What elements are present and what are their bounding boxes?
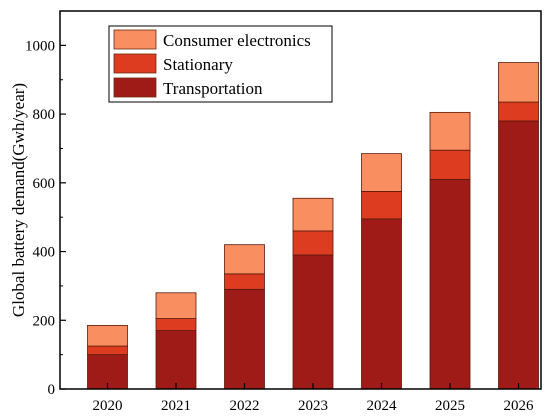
bar-consumer-electronics-2020 <box>87 325 128 347</box>
x-axis: 2020 2021 2022 2023 2024 2025 2026 <box>93 383 535 414</box>
x-tick-label: 2023 <box>298 398 328 414</box>
bar-transportation-2024 <box>361 218 402 390</box>
y-axis: 0 200 400 600 800 1000 <box>25 38 66 398</box>
y-tick-label: 800 <box>33 107 56 123</box>
y-tick-label: 600 <box>33 176 56 192</box>
bar-transportation-2023 <box>292 254 334 390</box>
bar-stationary-2024 <box>361 191 402 220</box>
legend-label-stationary: Stationary <box>163 55 233 74</box>
bar-consumer-electronics-2023 <box>292 197 334 232</box>
y-tick-label: 1000 <box>25 38 55 54</box>
bar-transportation-2026 <box>498 120 539 390</box>
x-tick-label: 2024 <box>367 398 398 414</box>
bars-layer <box>87 62 539 390</box>
bar-consumer-electronics-2021 <box>155 292 197 319</box>
y-tick-label: 0 <box>48 382 56 398</box>
x-tick-label: 2022 <box>230 398 260 414</box>
y-tick-label: 400 <box>33 245 56 261</box>
bar-stationary-2022 <box>224 273 265 290</box>
bar-consumer-electronics-2026 <box>498 62 539 103</box>
bar-consumer-electronics-2022 <box>224 244 265 275</box>
legend-swatch-transportation <box>113 77 157 98</box>
legend: Consumer electronics Stationary Transpor… <box>108 25 333 103</box>
x-tick-label: 2025 <box>435 398 465 414</box>
legend-label-consumer-electronics: Consumer electronics <box>163 31 311 50</box>
x-tick-label: 2026 <box>504 398 535 414</box>
bar-transportation-2025 <box>429 178 471 390</box>
x-tick-label: 2021 <box>161 398 191 414</box>
plot-frame <box>59 10 542 390</box>
y-tick-label: 200 <box>33 313 56 329</box>
bar-stationary-2023 <box>292 230 334 256</box>
y-axis-title: Global battery demand(Gwh/year) <box>9 83 28 317</box>
bar-transportation-2021 <box>155 330 197 390</box>
legend-label-transportation: Transportation <box>163 79 263 98</box>
legend-swatch-consumer-electronics <box>113 29 157 50</box>
bar-stationary-2021 <box>155 318 197 331</box>
bar-stationary-2026 <box>498 101 539 122</box>
bar-stationary-2025 <box>429 149 471 180</box>
bar-consumer-electronics-2024 <box>361 153 402 192</box>
legend-swatch-stationary <box>113 53 157 74</box>
bar-consumer-electronics-2025 <box>429 111 471 151</box>
bar-stationary-2020 <box>87 345 128 356</box>
x-tick-label: 2020 <box>93 398 123 414</box>
bar-transportation-2022 <box>224 288 265 390</box>
